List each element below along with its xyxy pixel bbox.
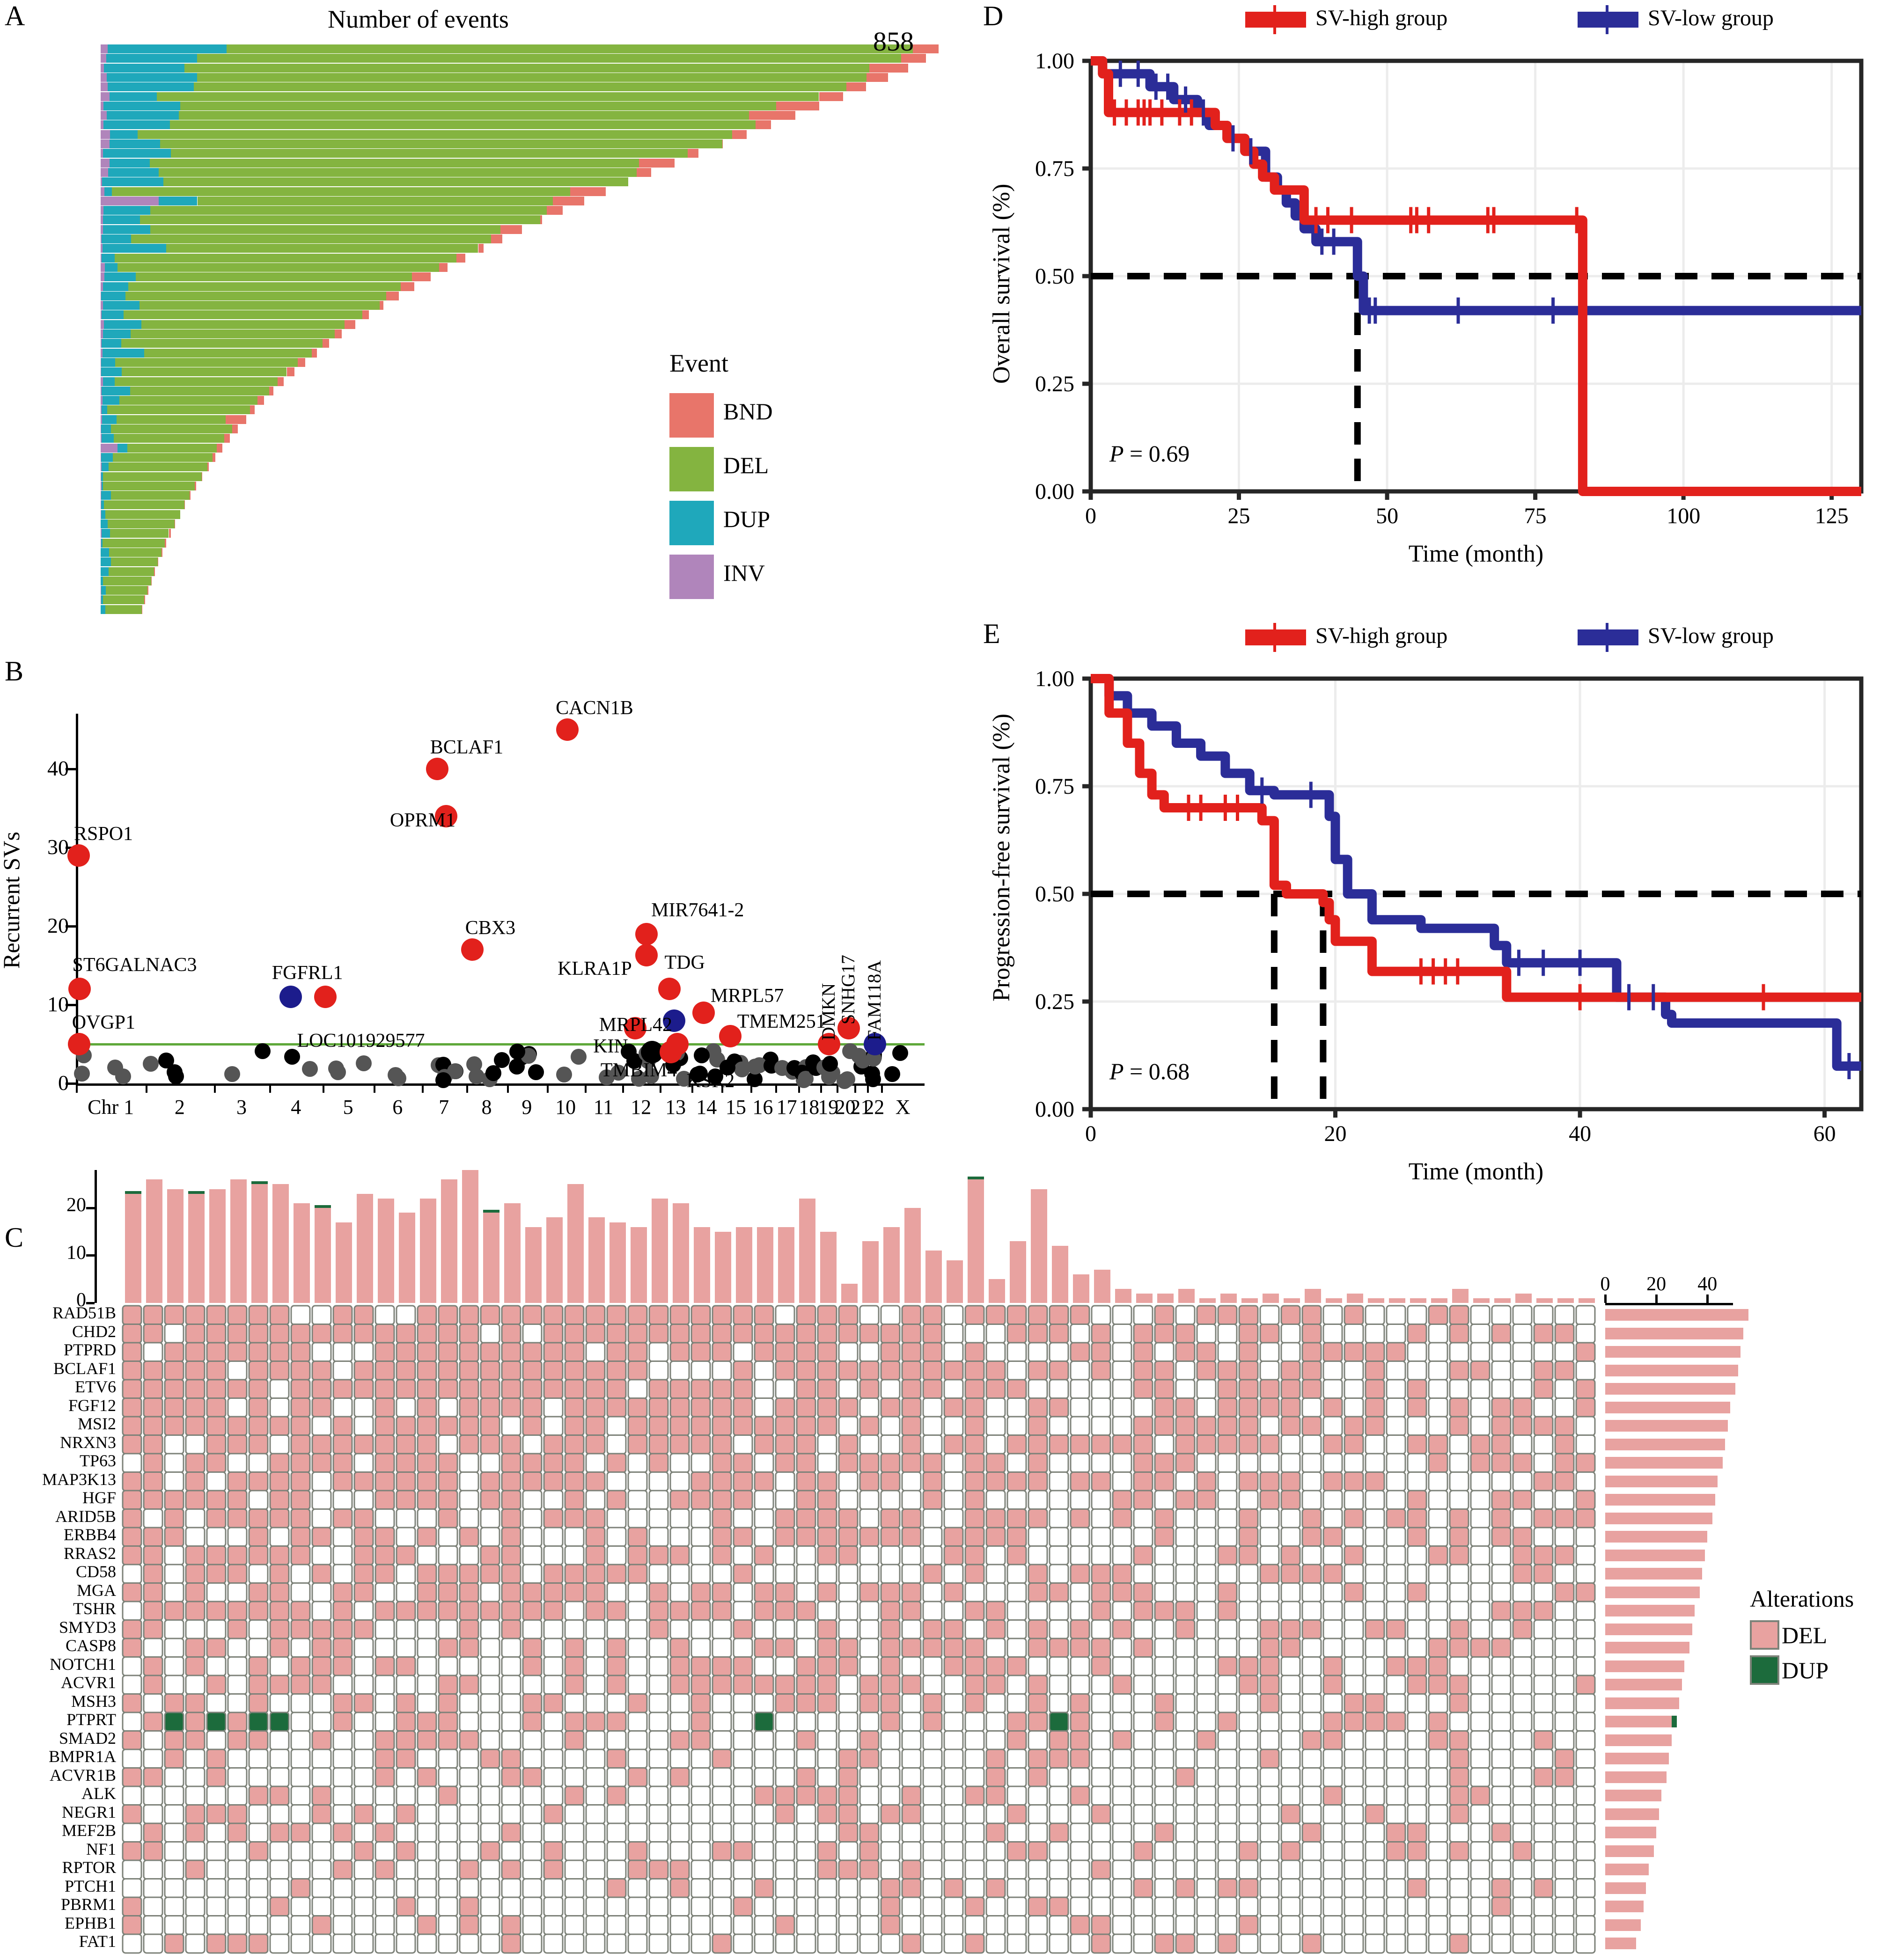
svg-text:0.50: 0.50 [1035, 264, 1074, 289]
svg-text:75: 75 [1524, 504, 1547, 528]
svg-text:0.75: 0.75 [1035, 774, 1074, 799]
svg-text:Time (month): Time (month) [1409, 541, 1543, 567]
svg-text:0.25: 0.25 [1035, 989, 1074, 1014]
svg-text:0: 0 [1085, 504, 1096, 528]
svg-text:0.00: 0.00 [1035, 479, 1074, 504]
svg-text:0: 0 [1085, 1121, 1096, 1146]
svg-text:1.00: 1.00 [1035, 49, 1074, 73]
svg-text:25: 25 [1228, 504, 1250, 528]
svg-text:100: 100 [1667, 504, 1700, 528]
svg-text:20: 20 [1324, 1121, 1347, 1146]
svg-text:0.25: 0.25 [1035, 372, 1074, 396]
svg-text:40: 40 [1569, 1121, 1591, 1146]
svg-text:1.00: 1.00 [1035, 666, 1074, 691]
svg-text:50: 50 [1376, 504, 1398, 528]
svg-text:0.00: 0.00 [1035, 1097, 1074, 1122]
svg-text:60: 60 [1814, 1121, 1836, 1146]
svg-text:125: 125 [1815, 504, 1849, 528]
svg-text:0.50: 0.50 [1035, 882, 1074, 907]
svg-text:0.75: 0.75 [1035, 156, 1074, 181]
